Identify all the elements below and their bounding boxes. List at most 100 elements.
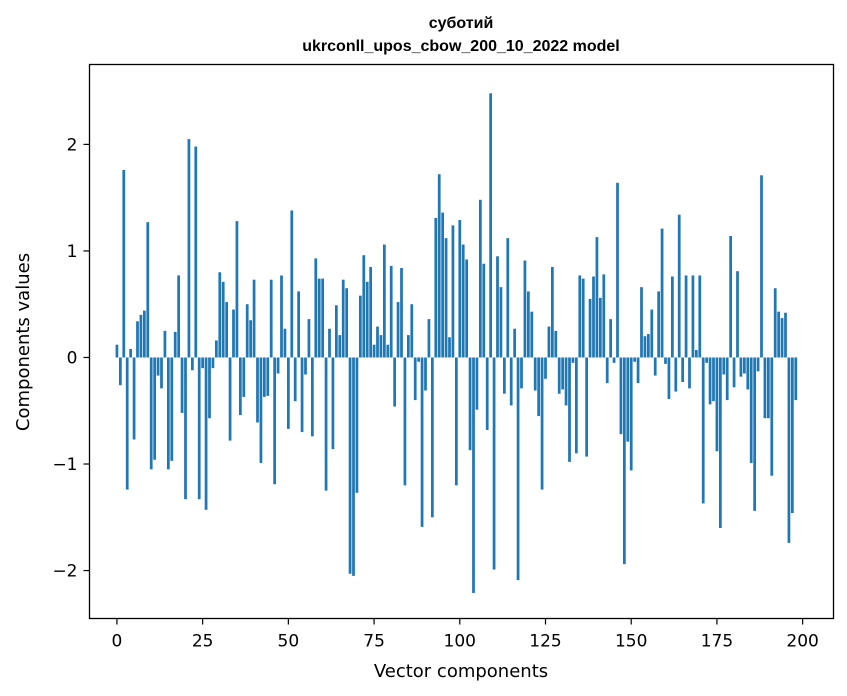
bar-173	[708, 357, 712, 405]
bar-106	[478, 199, 482, 358]
bar-153	[640, 287, 643, 358]
bar-97	[448, 337, 451, 358]
bar-30	[218, 272, 222, 358]
bar-82	[396, 302, 400, 358]
bar-121	[530, 311, 534, 358]
bar-191	[770, 357, 774, 476]
bar-60	[321, 278, 325, 358]
bar-111	[496, 256, 499, 358]
bar-36	[238, 357, 242, 416]
bar-75	[372, 344, 376, 358]
bar-187	[756, 357, 760, 372]
bar-198	[794, 357, 798, 401]
bar-152	[636, 357, 640, 384]
bar-77	[379, 335, 383, 358]
bar-91	[427, 319, 431, 358]
y-tick-label: −1	[52, 455, 77, 475]
bar-141	[598, 297, 602, 358]
bar-80	[389, 265, 393, 358]
bar-154	[643, 336, 647, 358]
bar-150	[629, 357, 633, 471]
bar-164	[677, 214, 681, 358]
bar-169	[694, 350, 698, 358]
x-tick-label: 175	[701, 632, 733, 652]
bar-140	[595, 237, 599, 358]
bar-94	[437, 174, 441, 358]
bar-48	[280, 275, 283, 358]
bar-26	[204, 357, 208, 510]
y-axis-ticks: −2 −1 0 1 2	[52, 135, 90, 582]
bar-16	[170, 357, 174, 461]
bar-142	[602, 274, 606, 358]
bar-76	[376, 326, 379, 358]
bar-135	[578, 275, 582, 358]
bar-99	[454, 357, 458, 486]
bar-12	[156, 357, 160, 376]
plot-frame	[88, 63, 835, 620]
bar-107	[482, 263, 486, 358]
bar-129	[557, 357, 561, 394]
bar-39	[249, 320, 253, 358]
bar-175	[715, 357, 719, 452]
bar-10	[149, 357, 153, 470]
bar-25	[201, 357, 205, 369]
bar-185	[749, 357, 753, 463]
bar-195	[784, 312, 787, 358]
bar-53	[297, 291, 301, 358]
bar-37	[242, 357, 246, 397]
bar-138	[588, 298, 592, 358]
bar-59	[317, 278, 321, 358]
bar-118	[520, 357, 523, 389]
bar-126	[547, 326, 551, 358]
bar-22	[190, 357, 194, 371]
bar-87	[413, 357, 417, 401]
bar-50	[286, 357, 290, 429]
chart-title: суботий	[429, 15, 494, 32]
bar-71	[358, 295, 362, 358]
bar-41	[256, 357, 259, 423]
bar-69	[352, 357, 355, 576]
bar-43	[262, 357, 266, 397]
bar-184	[746, 357, 750, 390]
bar-119	[523, 260, 527, 358]
bar-157	[653, 357, 657, 376]
bar-33	[228, 357, 232, 441]
bar-40	[252, 279, 256, 358]
bar-132	[568, 357, 571, 462]
bar-123	[537, 357, 541, 417]
bar-84	[403, 357, 407, 486]
x-tick-label: 25	[192, 632, 214, 652]
bar-5	[132, 357, 136, 440]
bar-120	[526, 291, 530, 358]
bar-79	[386, 344, 390, 358]
bar-116	[513, 328, 517, 358]
bars-group	[115, 93, 798, 593]
bar-148	[622, 357, 626, 565]
bar-159	[660, 228, 664, 358]
bar-63	[331, 357, 335, 450]
bar-32	[225, 302, 229, 358]
bar-24	[197, 357, 201, 500]
bar-42	[259, 357, 263, 463]
bar-172	[705, 357, 709, 363]
bar-86	[410, 304, 414, 358]
bar-190	[766, 357, 770, 419]
bar-156	[650, 309, 654, 358]
bar-83	[400, 267, 403, 358]
bar-114	[506, 238, 510, 358]
x-axis-label: Vector components	[374, 661, 548, 682]
bar-90	[424, 357, 427, 391]
bar-23	[194, 146, 198, 358]
bar-100	[458, 220, 462, 358]
bar-166	[684, 275, 688, 358]
bar-85	[406, 335, 410, 358]
bar-1	[118, 357, 122, 386]
bar-55	[304, 357, 307, 375]
bar-170	[698, 275, 702, 358]
bar-197	[790, 357, 794, 514]
bar-61	[324, 357, 328, 491]
bar-14	[163, 330, 167, 358]
bar-105	[475, 357, 479, 410]
bar-168	[691, 275, 695, 358]
bar-108	[485, 357, 489, 430]
